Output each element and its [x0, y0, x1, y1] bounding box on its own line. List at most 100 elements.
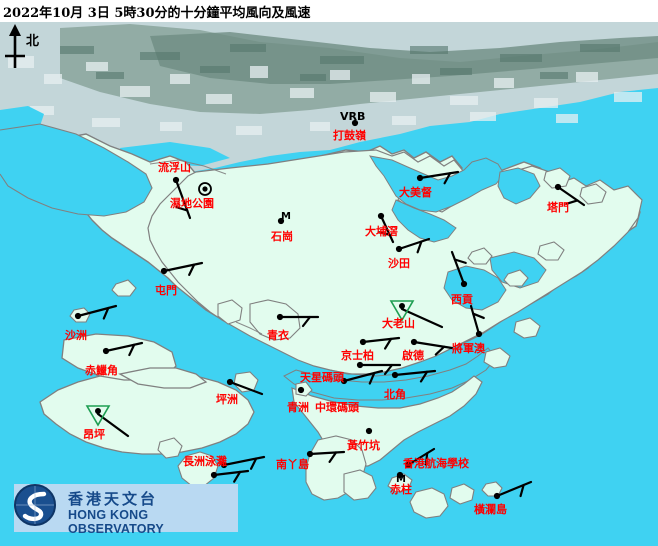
station-marker-stanley[interactable] — [396, 471, 404, 479]
lantau-island — [39, 333, 255, 455]
wind-barb-shaft-tates-cairn — [400, 307, 444, 329]
station-label-tseung-kwan-o: 將軍澳 — [452, 342, 485, 355]
logo-chinese-text: 香港天文台 — [68, 490, 159, 508]
wind-barb-feather-sha-chau — [102, 306, 110, 320]
station-label-green-island: 青洲 — [287, 401, 309, 414]
small-islands — [69, 167, 607, 519]
station-chek-lap-kok — [102, 341, 144, 357]
station-marker-tuen-mun[interactable] — [160, 267, 168, 275]
mountain-marker-shek-kong: M — [281, 211, 291, 222]
station-marker-tsing-yi[interactable] — [276, 313, 284, 321]
station-marker-wong-chuk-hang[interactable] — [365, 427, 373, 435]
station-star-ferry — [356, 361, 402, 376]
wind-barb-shaft-kings-park — [361, 336, 401, 344]
wind-barb-feather-cheung-chau — [233, 470, 242, 483]
station-marker-sha-chau[interactable] — [74, 312, 82, 320]
north-arrow-icon — [5, 24, 25, 68]
map-geography — [0, 22, 658, 546]
station-ta-kwu-ling — [351, 119, 359, 127]
map-canvas: 北 打鼓嶺 流浮山 濕地公園 石崗 大美督 塔門 大埔滘 沙田 西貢 屯門 沙洲 赤鱲角 青衣 大老山 將軍… — [0, 22, 658, 546]
inland-waters — [283, 155, 547, 401]
station-waglan-island — [493, 480, 533, 500]
wind-barb-feather-tseung-kwan-o — [472, 312, 485, 320]
wind-barb-feather-chek-lap-kok — [128, 343, 136, 357]
station-marker-sha-tin[interactable] — [395, 245, 403, 253]
wind-barb-shaft-cheung-chau-beach — [222, 455, 266, 467]
station-label-central-pier: 中環碼頭 — [315, 401, 359, 414]
station-label-north-point: 北角 — [384, 388, 406, 401]
station-marker-cheung-chau-beach[interactable] — [220, 461, 228, 469]
station-cheung-chau — [210, 469, 250, 483]
wind-barb-feather-tap-mun — [565, 199, 579, 205]
wind-barb-feather-sai-kung — [453, 258, 467, 264]
station-marker-tai-po-kau[interactable] — [377, 212, 385, 220]
station-marker-chek-lap-kok[interactable] — [102, 347, 110, 355]
station-sai-kung — [450, 250, 468, 288]
station-marker-tseung-kwan-o[interactable] — [475, 330, 483, 338]
station-marker-green-island[interactable] — [297, 386, 305, 394]
wind-barb-shaft-tai-mei-tuk — [418, 170, 460, 180]
station-marker-kings-park[interactable] — [359, 338, 367, 346]
station-label-tai-po-kau: 大埔滘 — [365, 225, 398, 238]
station-marker-north-point[interactable] — [391, 371, 399, 379]
page-title: 2022年10月 3日 5時30分的十分鐘平均風向及風速 — [3, 6, 311, 21]
station-label-tsing-yi: 青衣 — [267, 329, 289, 342]
station-sha-chau — [74, 304, 118, 320]
station-marker-central-pier[interactable] — [340, 377, 348, 385]
wind-barb-shaft-lamma-island — [308, 450, 346, 456]
station-north-point — [391, 369, 437, 383]
station-label-tap-mun: 塔門 — [547, 201, 569, 214]
deep-bay — [0, 124, 152, 216]
station-label-waglan-island: 橫瀾島 — [474, 503, 507, 516]
station-marker-cheung-chau[interactable] — [210, 471, 218, 479]
station-label-kai-tak: 啟德 — [402, 349, 424, 362]
annotation-vrb: VRB — [340, 110, 366, 123]
station-label-sha-tin: 沙田 — [388, 257, 410, 270]
station-kai-tak — [410, 338, 454, 356]
station-label-wong-chuk-hang: 黃竹坑 — [347, 439, 380, 452]
wind-barb-shaft-kai-tak — [412, 340, 454, 350]
wind-barb-feather-tsing-yi — [301, 315, 312, 328]
station-marker-kai-tak[interactable] — [410, 338, 418, 346]
wind-barb-shaft-tap-mun — [556, 185, 586, 207]
station-marker-peng-chau[interactable] — [226, 378, 234, 386]
station-shek-kong — [277, 217, 285, 225]
station-marker-tai-mei-tuk[interactable] — [416, 174, 424, 182]
station-marker-star-ferry[interactable] — [356, 361, 364, 369]
station-marker-tap-mun[interactable] — [554, 183, 562, 191]
wind-barb-shaft-tuen-mun — [162, 261, 204, 273]
station-tap-mun — [554, 183, 586, 207]
wind-barb-shaft-hk-sea-school — [406, 447, 436, 467]
station-lau-fau-shan — [172, 176, 192, 220]
station-tseung-kwan-o — [469, 304, 485, 338]
wind-barb-shaft-sai-kung — [450, 250, 466, 286]
station-marker-lau-fau-shan[interactable] — [172, 176, 180, 184]
observatory-logo-icon — [14, 484, 56, 526]
station-label-sai-kung: 西貢 — [451, 293, 473, 306]
station-label-chek-lap-kok: 赤鱲角 — [85, 364, 118, 377]
station-marker-ngong-ping[interactable] — [95, 408, 101, 414]
station-tates-cairn — [389, 300, 444, 329]
station-marker-waglan-island[interactable] — [493, 492, 501, 500]
station-marker-shek-kong[interactable] — [277, 217, 285, 225]
station-marker-ta-kwu-ling[interactable] — [351, 119, 359, 127]
station-hk-sea-school — [404, 447, 436, 469]
station-marker-ring-wetland-park — [198, 182, 212, 196]
wind-barb-shaft-north-point — [393, 369, 437, 377]
station-kings-park — [359, 336, 401, 350]
station-marker-sai-kung[interactable] — [460, 280, 468, 288]
wind-barb-feather-north-point — [419, 370, 429, 383]
station-marker-wetland-park[interactable] — [202, 186, 208, 192]
station-green-island — [297, 386, 305, 394]
mountain-marker-stanley: M — [396, 474, 406, 485]
wind-barb-feather-tai-mei-tuk — [443, 172, 452, 185]
station-wong-chuk-hang — [365, 427, 373, 435]
station-marker-lamma-island[interactable] — [306, 450, 314, 458]
station-marker-tates-cairn[interactable] — [399, 303, 405, 309]
station-marker-hk-sea-school[interactable] — [404, 461, 412, 469]
station-label-sha-chau: 沙洲 — [65, 329, 87, 342]
station-sha-tin — [395, 237, 431, 254]
station-label-ta-kwu-ling: 打鼓嶺 — [333, 129, 366, 142]
wind-barb-shaft-tseung-kwan-o — [469, 304, 481, 336]
